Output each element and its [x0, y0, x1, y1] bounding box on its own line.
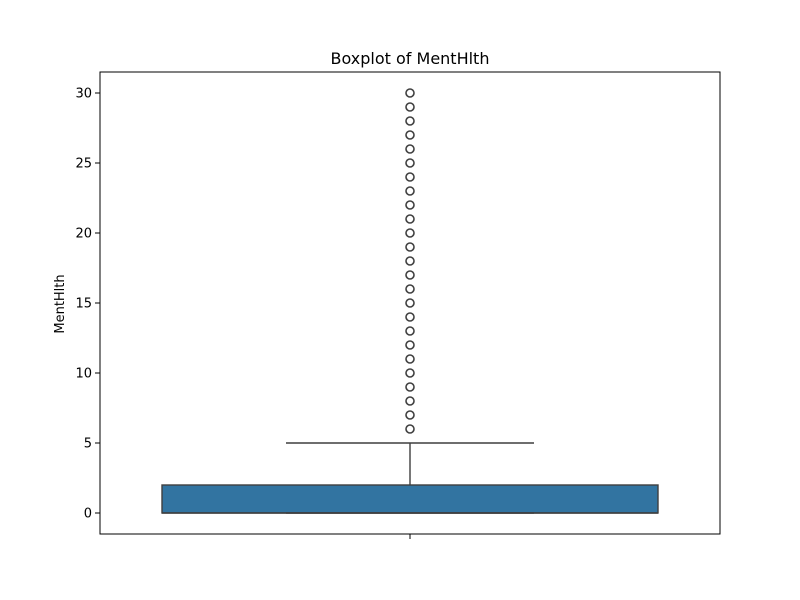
y-axis-label: MentHlth [53, 274, 68, 333]
outlier-point [405, 88, 415, 98]
outlier-point [405, 144, 415, 154]
outlier-point [405, 312, 415, 322]
outlier-point [405, 116, 415, 126]
outlier-point [405, 172, 415, 182]
outlier-point [405, 396, 415, 406]
outlier-point [405, 326, 415, 336]
outlier-point [405, 256, 415, 266]
outlier-point [405, 298, 415, 308]
chart-title: Boxplot of MentHlth [331, 49, 490, 68]
outlier-point [405, 200, 415, 210]
y-tick-label: 20 [75, 227, 92, 242]
outlier-point [405, 354, 415, 364]
outlier-point [405, 270, 415, 280]
outlier-point [405, 242, 415, 252]
outlier-point [405, 284, 415, 294]
y-tick-label: 25 [75, 157, 92, 172]
outlier-point [405, 158, 415, 168]
outlier-point [405, 368, 415, 378]
y-tick-label: 5 [84, 437, 92, 452]
outlier-point [405, 102, 415, 112]
y-tick-label: 10 [75, 367, 92, 382]
outlier-point [405, 382, 415, 392]
plot-area: 0 5 10 15 20 25 30 [75, 71, 721, 539]
outlier-point [405, 410, 415, 420]
outlier-point [405, 214, 415, 224]
outlier-point [405, 424, 415, 434]
y-tick-label: 15 [75, 297, 92, 312]
y-tick-label: 0 [84, 507, 92, 522]
outlier-point [405, 340, 415, 350]
box-iqr [161, 484, 659, 514]
outlier-point [405, 228, 415, 238]
outlier-point [405, 186, 415, 196]
outlier-point [405, 130, 415, 140]
y-tick-label: 30 [75, 87, 92, 102]
